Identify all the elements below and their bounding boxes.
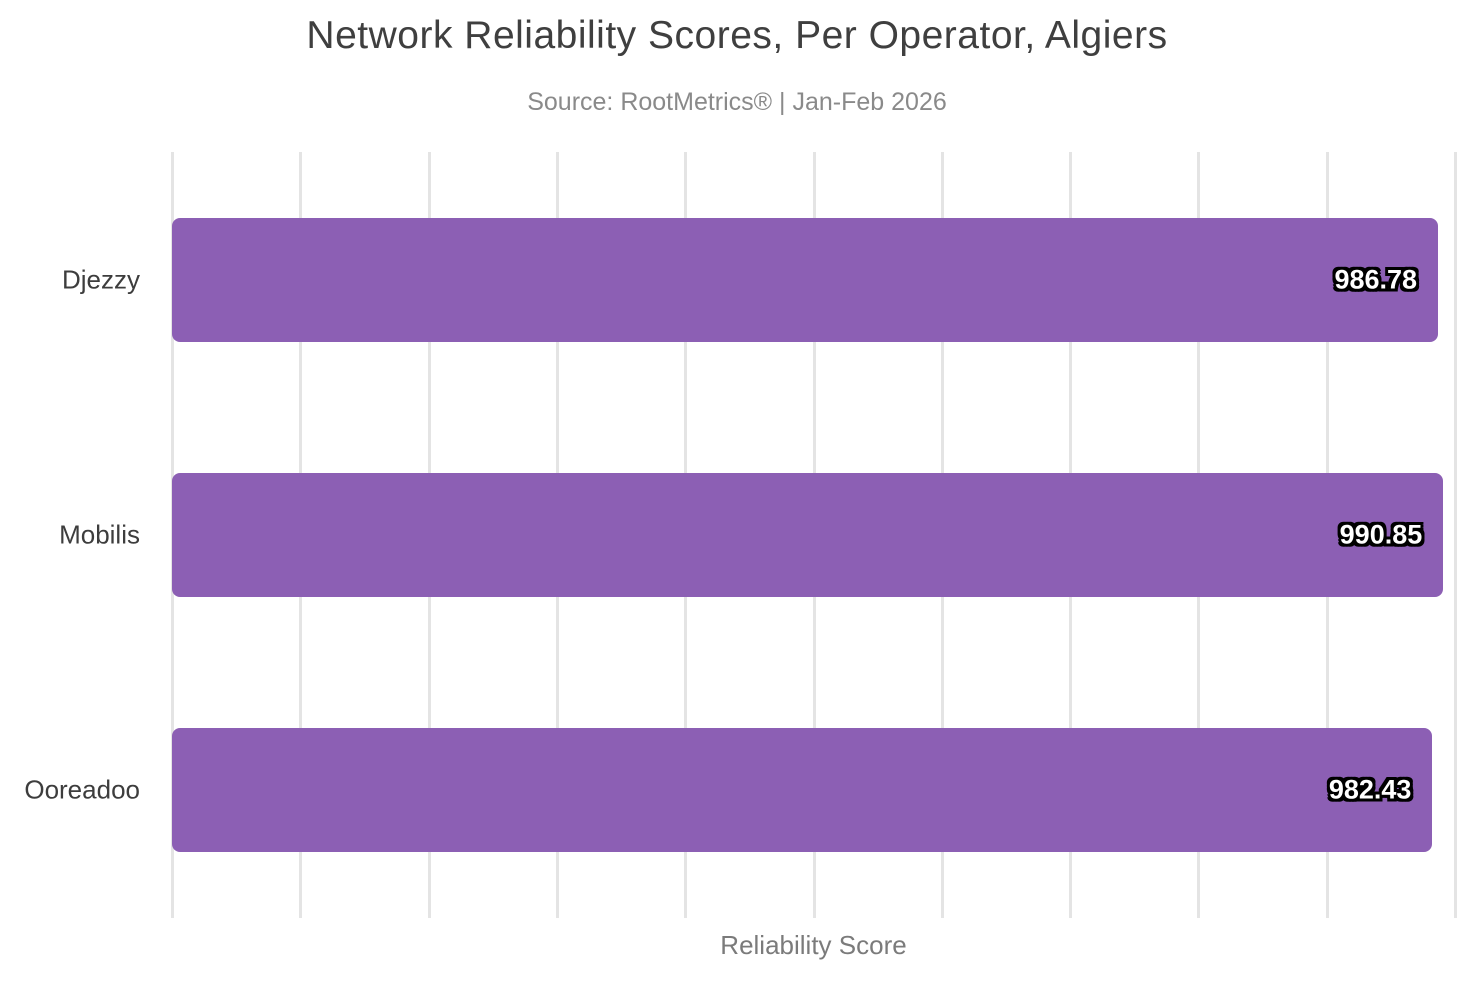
x-axis-label: Reliability Score	[720, 930, 907, 960]
bar-ooreadoo: 982.43	[172, 728, 1433, 853]
plot-area: 986.78 990.85 982.43	[171, 152, 1457, 918]
bar-value-label: 986.78	[1334, 264, 1418, 295]
category-label-djezzy: Djezzy	[61, 264, 140, 295]
bar-mobilis: 990.85	[172, 473, 1444, 597]
chart-subtitle: Source: RootMetrics® | Jan-Feb 2026	[527, 88, 947, 116]
bar-djezzy: 986.78	[172, 217, 1439, 342]
bar-value-label: 982.43	[1328, 774, 1412, 805]
gridline	[1454, 152, 1457, 918]
bar-value-label: 990.85	[1339, 519, 1423, 550]
category-label-ooreadoo: Ooreadoo	[24, 774, 140, 805]
category-label-mobilis: Mobilis	[59, 519, 140, 550]
chart-title: Network Reliability Scores, Per Operator…	[306, 14, 1168, 57]
